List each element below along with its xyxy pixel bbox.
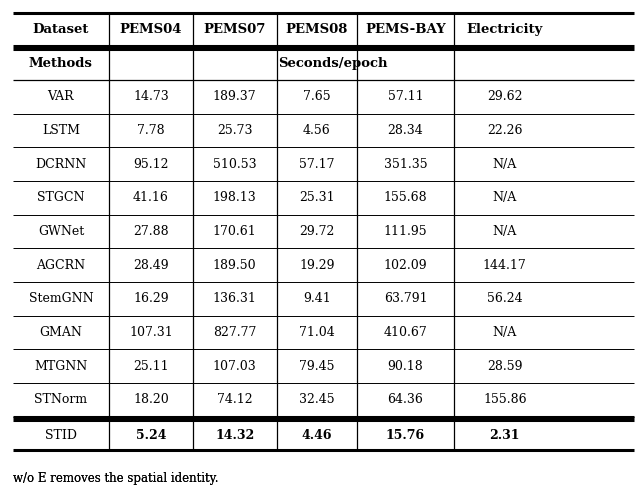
Text: 25.73: 25.73 — [217, 124, 253, 137]
Text: 2.31: 2.31 — [490, 429, 520, 442]
Text: 5.24: 5.24 — [136, 429, 166, 442]
Text: 64.36: 64.36 — [387, 393, 424, 406]
Text: w/o E removes the spatial identity.: w/o E removes the spatial identity. — [13, 472, 222, 485]
Text: 25.11: 25.11 — [133, 360, 169, 373]
Text: 155.86: 155.86 — [483, 393, 527, 406]
Text: 15.76: 15.76 — [386, 429, 425, 442]
Text: 57.17: 57.17 — [300, 157, 335, 171]
Text: N/A: N/A — [493, 157, 517, 171]
Text: 102.09: 102.09 — [383, 259, 428, 272]
Text: PEMS07: PEMS07 — [204, 23, 266, 36]
Text: N/A: N/A — [493, 191, 517, 204]
Text: 16.29: 16.29 — [133, 292, 169, 305]
Text: 510.53: 510.53 — [213, 157, 257, 171]
Text: STGCN: STGCN — [37, 191, 84, 204]
Text: 107.31: 107.31 — [129, 326, 173, 339]
Text: 198.13: 198.13 — [213, 191, 257, 204]
Text: 144.17: 144.17 — [483, 259, 527, 272]
Text: 41.16: 41.16 — [133, 191, 169, 204]
Text: MTGNN: MTGNN — [35, 360, 88, 373]
Text: 95.12: 95.12 — [133, 157, 169, 171]
Text: 29.62: 29.62 — [487, 90, 522, 103]
Text: PEMS-BAY: PEMS-BAY — [365, 23, 446, 36]
Text: 14.73: 14.73 — [133, 90, 169, 103]
Text: 71.04: 71.04 — [299, 326, 335, 339]
Text: VAR: VAR — [47, 90, 74, 103]
Text: 189.37: 189.37 — [213, 90, 257, 103]
Text: 90.18: 90.18 — [388, 360, 423, 373]
Text: 189.50: 189.50 — [213, 259, 257, 272]
Text: 29.72: 29.72 — [300, 225, 335, 238]
Text: 4.46: 4.46 — [301, 429, 332, 442]
Text: 7.65: 7.65 — [303, 90, 331, 103]
Text: 28.49: 28.49 — [133, 259, 169, 272]
Text: GMAN: GMAN — [40, 326, 83, 339]
Text: 74.12: 74.12 — [217, 393, 253, 406]
Text: w/o E removes the spatial identity.: w/o E removes the spatial identity. — [13, 472, 222, 485]
Text: 107.03: 107.03 — [213, 360, 257, 373]
Text: 155.68: 155.68 — [383, 191, 428, 204]
Text: LSTM: LSTM — [42, 124, 80, 137]
Text: 56.24: 56.24 — [487, 292, 523, 305]
Text: GWNet: GWNet — [38, 225, 84, 238]
Text: PEMS04: PEMS04 — [120, 23, 182, 36]
Text: w/o E removes the spatial identity.: w/o E removes the spatial identity. — [13, 472, 222, 485]
Text: N/A: N/A — [493, 326, 517, 339]
Text: 4.56: 4.56 — [303, 124, 331, 137]
Text: Dataset: Dataset — [33, 23, 89, 36]
Text: PEMS08: PEMS08 — [286, 23, 348, 36]
Text: 28.34: 28.34 — [388, 124, 423, 137]
Text: 351.35: 351.35 — [383, 157, 428, 171]
Text: 136.31: 136.31 — [212, 292, 257, 305]
Text: Methods: Methods — [29, 56, 93, 69]
Text: STID: STID — [45, 429, 77, 442]
Text: StemGNN: StemGNN — [29, 292, 93, 305]
Text: 9.41: 9.41 — [303, 292, 331, 305]
Text: Seconds/epoch: Seconds/epoch — [278, 56, 387, 69]
Text: Electricity: Electricity — [467, 23, 543, 36]
Text: 57.11: 57.11 — [388, 90, 423, 103]
Text: 18.20: 18.20 — [133, 393, 169, 406]
Text: N/A: N/A — [493, 225, 517, 238]
Text: STNorm: STNorm — [35, 393, 88, 406]
Text: 170.61: 170.61 — [213, 225, 257, 238]
Text: 79.45: 79.45 — [300, 360, 335, 373]
Text: 32.45: 32.45 — [299, 393, 335, 406]
Text: 827.77: 827.77 — [213, 326, 257, 339]
Text: DCRNN: DCRNN — [35, 157, 86, 171]
Text: 27.88: 27.88 — [133, 225, 169, 238]
Text: 19.29: 19.29 — [300, 259, 335, 272]
Text: 410.67: 410.67 — [383, 326, 428, 339]
Text: 28.59: 28.59 — [487, 360, 522, 373]
Text: 7.78: 7.78 — [137, 124, 164, 137]
Text: 14.32: 14.32 — [215, 429, 254, 442]
Text: 63.791: 63.791 — [383, 292, 428, 305]
Text: 25.31: 25.31 — [299, 191, 335, 204]
Text: 111.95: 111.95 — [383, 225, 428, 238]
Text: AGCRN: AGCRN — [36, 259, 86, 272]
Text: 22.26: 22.26 — [487, 124, 522, 137]
